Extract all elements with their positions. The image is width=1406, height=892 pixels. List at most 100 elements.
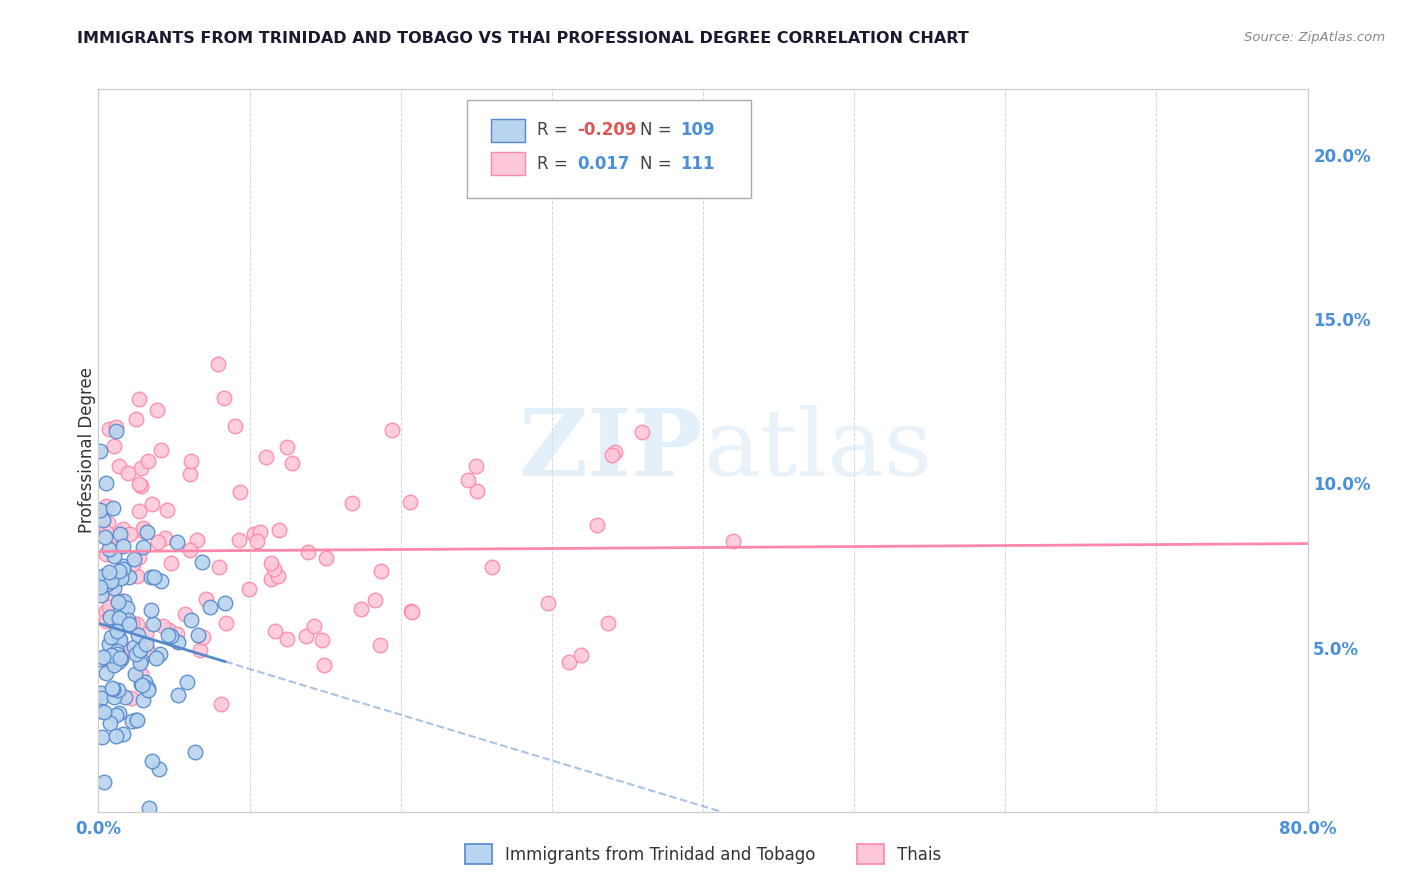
Point (94, 524, 117, 539)
Point (156, 502, 179, 516)
Point (120, 690, 142, 705)
Point (112, 727, 135, 741)
Point (263, 562, 285, 576)
Point (264, 624, 287, 638)
Point (190, 642, 212, 657)
Text: R =: R = (537, 154, 574, 173)
Point (129, 677, 152, 691)
Point (108, 631, 131, 645)
Text: atlas: atlas (703, 406, 932, 495)
Point (108, 527, 131, 541)
Point (108, 458, 131, 473)
Point (136, 525, 159, 540)
Point (108, 564, 131, 578)
Point (537, 597, 560, 611)
Point (631, 425, 654, 439)
Point (145, 650, 167, 665)
Point (105, 707, 128, 722)
Point (101, 541, 124, 555)
Point (122, 552, 145, 566)
Point (98, 610, 121, 624)
Point (157, 623, 180, 637)
Point (107, 683, 129, 698)
Point (91, 650, 114, 665)
Point (100, 587, 122, 601)
Point (315, 550, 337, 565)
Point (145, 403, 167, 417)
Point (138, 682, 160, 697)
Point (207, 358, 229, 372)
Point (180, 454, 202, 468)
Point (117, 614, 139, 628)
Point (229, 485, 252, 500)
Point (103, 581, 125, 595)
Point (108, 633, 131, 648)
Point (160, 629, 183, 643)
Point (457, 473, 479, 487)
Point (112, 642, 135, 657)
Point (314, 657, 336, 672)
Point (138, 801, 160, 815)
Point (267, 523, 290, 537)
Point (586, 517, 609, 532)
Point (143, 570, 166, 584)
Point (401, 604, 423, 618)
Point (370, 564, 392, 578)
Point (259, 572, 281, 586)
Point (184, 746, 207, 760)
Point (238, 582, 260, 596)
Point (141, 496, 163, 510)
Point (467, 483, 489, 498)
Point (111, 540, 134, 554)
Point (128, 656, 150, 670)
Point (152, 619, 174, 633)
Point (135, 637, 157, 651)
Text: IMMIGRANTS FROM TRINIDAD AND TOBAGO VS THAI PROFESSIONAL DEGREE CORRELATION CHAR: IMMIGRANTS FROM TRINIDAD AND TOBAGO VS T… (77, 31, 969, 46)
Point (97, 582, 120, 596)
Point (96, 576, 118, 591)
Point (179, 467, 201, 481)
Point (401, 605, 423, 619)
Point (124, 666, 146, 681)
Point (136, 681, 159, 695)
FancyBboxPatch shape (467, 100, 751, 198)
Point (311, 633, 333, 648)
Point (167, 688, 190, 702)
Point (94, 547, 117, 561)
Point (103, 549, 125, 564)
Point (112, 562, 135, 576)
Point (129, 460, 152, 475)
Point (128, 550, 150, 565)
Point (108, 706, 131, 720)
Point (281, 456, 304, 470)
Point (112, 594, 135, 608)
Point (149, 647, 172, 661)
Point (89, 443, 111, 458)
Point (242, 527, 264, 541)
Point (191, 630, 214, 644)
Text: ZIP: ZIP (519, 406, 703, 495)
Point (131, 520, 153, 534)
Point (260, 557, 283, 571)
Point (124, 411, 146, 425)
Point (100, 630, 122, 644)
Point (96, 665, 118, 680)
Point (209, 697, 232, 711)
Point (159, 556, 181, 570)
Point (176, 674, 198, 689)
Point (304, 619, 326, 633)
Point (295, 629, 318, 643)
Point (129, 479, 152, 493)
Point (187, 628, 209, 642)
Point (150, 443, 173, 458)
Point (100, 648, 122, 662)
Point (96, 570, 118, 584)
Point (254, 450, 277, 464)
Point (155, 531, 177, 545)
Point (110, 570, 132, 584)
Point (465, 459, 488, 474)
Point (132, 524, 155, 538)
Point (127, 617, 149, 632)
Text: 0.017: 0.017 (578, 154, 630, 173)
Point (141, 603, 163, 617)
